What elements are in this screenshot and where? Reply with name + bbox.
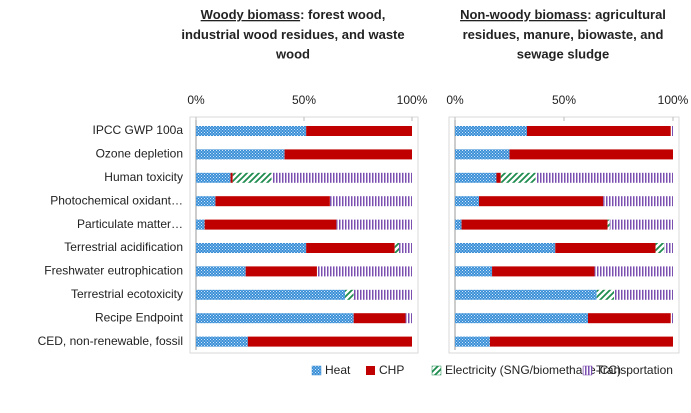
bar-segment <box>664 243 673 253</box>
category-label: Particulate matter… <box>77 217 183 231</box>
chart-title: industrial wood residues, and waste <box>181 27 404 42</box>
bar-segment <box>455 172 497 183</box>
bar-segment <box>455 266 493 277</box>
bar-segment <box>455 126 527 136</box>
x-tick-label: 0% <box>446 93 464 107</box>
legend-swatch <box>366 366 375 375</box>
category-label: Freshwater eutrophication <box>44 264 183 278</box>
bar-segment <box>455 243 556 253</box>
bar-segment <box>670 313 673 324</box>
bar-segment <box>232 172 272 183</box>
bar-segment <box>489 336 673 347</box>
x-tick-label: 100% <box>658 93 689 107</box>
x-tick-label: 50% <box>292 93 316 107</box>
chart-title: residues, manure, biowaste, and <box>463 27 664 42</box>
bar-segment <box>196 289 346 300</box>
bar-segment <box>306 126 412 136</box>
bar-segment <box>394 243 400 253</box>
bar-segment <box>196 219 205 230</box>
x-tick-label: 0% <box>187 93 205 107</box>
title-emphasis: Woody biomass <box>201 7 300 22</box>
bar-segment <box>215 196 330 207</box>
bar-segment <box>655 243 665 253</box>
bar-segment <box>353 289 412 300</box>
bar-segment <box>230 172 233 183</box>
bar-segment <box>455 313 588 324</box>
bar-segment <box>609 219 673 230</box>
bar-segment <box>196 336 248 347</box>
bar-segment <box>500 172 536 183</box>
category-label: Ozone depletion <box>96 147 183 161</box>
legend-swatch <box>582 365 593 376</box>
bar-segment <box>670 126 673 136</box>
category-label: Photochemical oxidant… <box>50 193 183 207</box>
bar-segment <box>284 149 412 160</box>
bar-segment <box>455 336 490 347</box>
legend-label: Electricity (SNG/biomethane-CC) <box>445 363 621 377</box>
bar-segment <box>405 313 412 324</box>
category-label: Human toxicity <box>104 170 183 184</box>
bar-segment <box>306 243 395 253</box>
bar-segment <box>596 289 615 300</box>
chart-title: sewage sludge <box>517 46 609 61</box>
bar-segment <box>196 172 231 183</box>
bar-segment <box>336 219 412 230</box>
bar-segment <box>509 149 673 160</box>
bar-segment <box>496 172 501 183</box>
title-emphasis: Non-woody biomass <box>460 7 587 22</box>
x-tick-label: 100% <box>397 93 428 107</box>
bar-segment <box>526 126 671 136</box>
category-label: Recipe Endpoint <box>95 310 184 324</box>
bar-segment <box>316 266 412 277</box>
x-tick-label: 50% <box>552 93 576 107</box>
legend-swatch <box>311 365 322 376</box>
bar-segment <box>455 289 597 300</box>
legend-label: CHP <box>379 363 404 377</box>
legend-label: Heat <box>325 363 351 377</box>
bar-segment <box>555 243 656 253</box>
bar-segment <box>399 243 412 253</box>
bar-segment <box>196 266 246 277</box>
bar-segment <box>345 289 354 300</box>
bar-segment <box>196 196 216 207</box>
bar-segment <box>196 243 307 253</box>
bar-segment <box>455 219 462 230</box>
bar-segment <box>603 196 673 207</box>
chart-title: Non-woody biomass: agricultural <box>460 7 666 22</box>
bar-segment <box>614 289 673 300</box>
category-label: Terrestrial acidification <box>64 240 183 254</box>
bar-segment <box>196 126 307 136</box>
bar-segment <box>594 266 673 277</box>
chart-title: wood <box>275 46 310 61</box>
category-label: IPCC GWP 100a <box>93 123 184 137</box>
bar-segment <box>245 266 317 277</box>
category-label: CED, non-renewable, fossil <box>38 334 183 348</box>
bar-segment <box>455 196 479 207</box>
title-text: : agricultural <box>587 7 666 22</box>
bar-segment <box>204 219 337 230</box>
legend-swatch <box>431 365 442 376</box>
bar-segment <box>247 336 412 347</box>
bar-segment <box>329 196 412 207</box>
bar-segment <box>353 313 406 324</box>
bar-segment <box>535 172 673 183</box>
bar-segment <box>271 172 412 183</box>
chart-title: Woody biomass: forest wood, <box>201 7 386 22</box>
bar-segment <box>196 149 285 160</box>
bar-segment <box>196 313 354 324</box>
title-text: : forest wood, <box>300 7 385 22</box>
bar-segment <box>607 219 610 230</box>
bar-segment <box>461 219 608 230</box>
legend-label: Transportation <box>596 363 673 377</box>
bar-segment <box>478 196 604 207</box>
bar-segment <box>455 149 510 160</box>
category-label: Terrestrial ecotoxicity <box>71 287 183 301</box>
bar-segment <box>492 266 595 277</box>
bar-segment <box>587 313 671 324</box>
